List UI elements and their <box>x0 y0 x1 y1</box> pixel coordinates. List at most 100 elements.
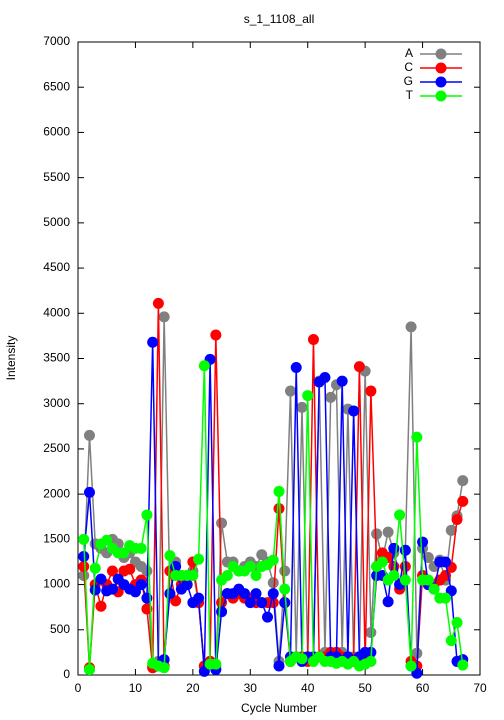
legend-marker <box>435 62 447 74</box>
data-point <box>405 321 417 333</box>
data-point <box>141 603 153 615</box>
chart-title: s_1_1108_all <box>244 12 315 26</box>
data-point <box>445 524 457 536</box>
data-point <box>365 626 377 638</box>
data-point <box>152 297 164 309</box>
series-line <box>82 303 464 668</box>
y-tick-label: 5000 <box>43 215 70 229</box>
data-point <box>95 573 107 585</box>
x-tick-label: 20 <box>186 681 200 695</box>
legend-label: C <box>404 60 413 74</box>
data-point <box>181 579 193 591</box>
series-line <box>82 316 464 668</box>
data-point <box>365 655 377 667</box>
y-tick-label: 2000 <box>43 486 70 500</box>
data-point <box>216 517 228 529</box>
data-point <box>307 334 319 346</box>
data-point <box>193 592 205 604</box>
x-axis-label: Cycle Number <box>241 701 317 715</box>
y-tick-label: 6000 <box>43 125 70 139</box>
x-tick-label: 70 <box>473 681 487 695</box>
data-point <box>164 550 176 562</box>
x-tick-label: 40 <box>301 681 315 695</box>
data-point <box>273 503 285 515</box>
data-point <box>83 486 95 498</box>
legend-label: A <box>405 46 413 60</box>
data-point <box>365 385 377 397</box>
data-point <box>451 513 463 525</box>
data-point <box>267 588 279 600</box>
data-point <box>193 553 205 565</box>
data-point <box>164 588 176 600</box>
data-point <box>267 577 279 589</box>
data-point <box>382 526 394 538</box>
data-point <box>124 563 136 575</box>
y-tick-label: 500 <box>50 622 70 636</box>
data-point <box>221 570 233 582</box>
y-tick-label: 0 <box>63 667 70 681</box>
x-tick-label: 10 <box>129 681 143 695</box>
data-point <box>101 534 113 546</box>
y-tick-label: 3500 <box>43 351 70 365</box>
data-point <box>457 659 469 671</box>
data-point <box>250 588 262 600</box>
x-tick-label: 30 <box>244 681 258 695</box>
data-point <box>451 617 463 629</box>
data-point <box>262 611 274 623</box>
data-point <box>239 588 251 600</box>
data-point <box>411 647 423 659</box>
data-point <box>417 536 429 548</box>
data-point <box>279 597 291 609</box>
data-point <box>78 560 90 572</box>
data-point <box>457 495 469 507</box>
data-point <box>279 565 291 577</box>
legend-label: G <box>404 74 413 88</box>
data-point <box>158 311 170 323</box>
data-point <box>279 583 291 595</box>
data-point <box>135 579 147 591</box>
y-tick-label: 4500 <box>43 260 70 274</box>
x-tick-label: 0 <box>75 681 82 695</box>
data-point <box>284 385 296 397</box>
data-point <box>325 391 337 403</box>
data-point <box>187 570 199 582</box>
data-point <box>440 592 452 604</box>
data-point <box>411 431 423 443</box>
data-point <box>394 509 406 521</box>
data-point <box>319 371 331 383</box>
data-point <box>83 664 95 676</box>
data-point <box>405 660 417 672</box>
data-point <box>89 562 101 574</box>
data-point <box>78 533 90 545</box>
data-point <box>210 658 222 670</box>
data-point <box>422 574 434 586</box>
data-point <box>302 390 314 402</box>
data-point <box>399 544 411 556</box>
y-tick-label: 5500 <box>43 170 70 184</box>
data-point <box>336 375 348 387</box>
data-point <box>267 554 279 566</box>
y-tick-label: 1500 <box>43 532 70 546</box>
data-point <box>296 401 308 413</box>
data-point <box>348 405 360 417</box>
data-point <box>89 584 101 596</box>
y-tick-label: 7000 <box>43 34 70 48</box>
data-point <box>273 485 285 497</box>
data-point <box>216 606 228 618</box>
legend-marker <box>435 48 447 60</box>
data-point <box>210 329 222 341</box>
x-tick-label: 60 <box>416 681 430 695</box>
data-point <box>198 360 210 372</box>
data-point <box>371 528 383 540</box>
data-point <box>106 565 118 577</box>
data-point <box>376 556 388 568</box>
data-point <box>296 653 308 665</box>
data-point <box>273 660 285 672</box>
data-point <box>244 597 256 609</box>
y-tick-label: 6500 <box>43 79 70 93</box>
data-point <box>353 361 365 373</box>
data-point <box>382 596 394 608</box>
y-tick-label: 4000 <box>43 305 70 319</box>
data-point <box>388 570 400 582</box>
